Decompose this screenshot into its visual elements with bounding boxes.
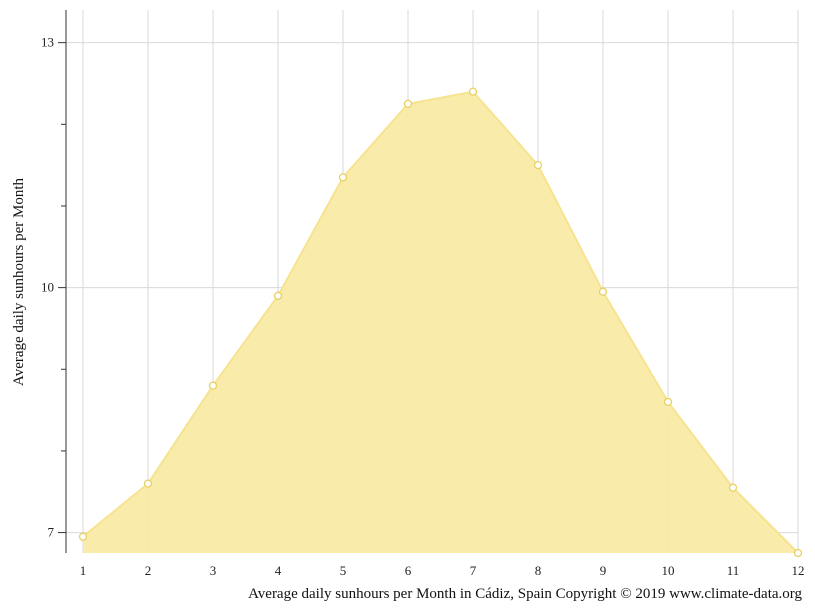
data-point <box>468 87 478 96</box>
x-tick-label: 12 <box>792 563 805 578</box>
axes <box>58 10 67 553</box>
data-point <box>78 532 88 541</box>
y-axis-title: Average daily sunhours per Month <box>11 178 27 387</box>
x-tick-label: 11 <box>727 563 740 578</box>
data-point <box>338 173 348 182</box>
x-tick-label: 3 <box>210 563 217 578</box>
data-point <box>598 287 608 296</box>
y-tick-label: 10 <box>41 280 54 295</box>
x-tick-label: 4 <box>275 563 282 578</box>
data-point <box>208 381 218 390</box>
chart-caption: Average daily sunhours per Month in Cádi… <box>248 586 802 602</box>
data-point <box>403 99 413 109</box>
x-tick-label: 1 <box>80 563 87 578</box>
x-tick-label: 6 <box>405 563 412 578</box>
data-point <box>533 160 543 170</box>
x-tick-label: 7 <box>470 563 477 578</box>
data-point <box>663 397 673 407</box>
data-point <box>728 483 738 492</box>
x-tick-label: 10 <box>662 563 675 578</box>
x-tick-label: 2 <box>145 563 152 578</box>
x-tick-label: 5 <box>340 563 347 578</box>
data-point <box>793 548 803 558</box>
y-tick-label: 13 <box>41 35 54 50</box>
x-tick-label: 8 <box>535 563 542 578</box>
y-tick-label: 7 <box>48 525 55 540</box>
x-tick-label: 9 <box>600 563 607 578</box>
data-point <box>273 291 283 300</box>
data-point <box>143 479 153 488</box>
data-points <box>78 87 803 558</box>
sunhours-area <box>83 91 798 553</box>
sunhours-line <box>82 90 799 554</box>
